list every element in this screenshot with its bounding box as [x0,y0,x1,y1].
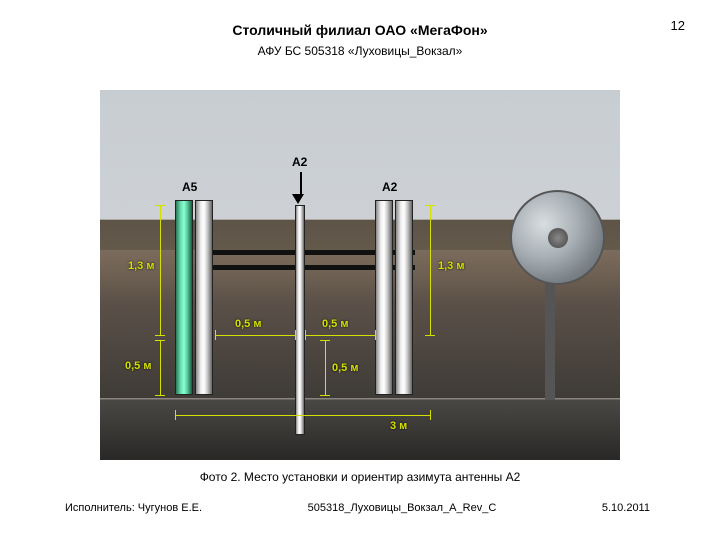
label-a2-right: A2 [382,180,397,194]
page-subtitle: АФУ БС 505318 «Луховицы_Вокзал» [0,44,720,58]
dim-label-left-0-5-low: 0,5 м [125,360,152,372]
footer-author: Исполнитель: Чугунов Е.Е. [65,502,202,514]
dim-label-w-0-5-right: 0,5 м [322,318,349,330]
dim-cap [305,330,306,340]
dim-cap [320,340,330,341]
antenna-a2-right-pole-2 [395,200,413,395]
azimuth-arrow-icon [297,172,304,204]
dim-line [430,205,431,335]
dim-cap [155,340,165,341]
dim-cap [215,330,216,340]
antenna-a2-center-pole [295,205,305,435]
label-a5: A5 [182,180,197,194]
dim-line [305,335,375,336]
dim-label-right-1-3: 1,3 м [438,260,465,272]
dish-center [548,228,568,248]
dim-line [325,340,326,395]
dim-label-3m: 3 м [390,420,407,432]
dish-antenna [510,190,605,285]
roof-edge [100,400,620,460]
antenna-a5-pole-2 [195,200,213,395]
page-footer: Исполнитель: Чугунов Е.Е. 505318_Луховиц… [65,502,650,514]
dim-cap [155,335,165,336]
dim-cap [375,330,376,340]
dish-mount [545,280,555,400]
dim-cap [295,330,296,340]
dim-cap [425,335,435,336]
dim-cap [155,205,165,206]
dim-line [215,335,295,336]
antenna-a5-pole-1 [175,200,193,395]
footer-date: 5.10.2011 [602,502,650,514]
dim-cap [320,395,330,396]
dim-cap [175,410,176,420]
dim-line [160,205,161,335]
dim-cap [155,395,165,396]
photo-caption: Фото 2. Место установки и ориентир азиму… [0,470,720,484]
page-header: Столичный филиал ОАО «МегаФон» АФУ БС 50… [0,0,720,58]
page-number: 12 [671,18,685,33]
antenna-a2-right-pole-1 [375,200,393,395]
dim-cap [430,410,431,420]
footer-doc: 505318_Луховицы_Вокзал_A_Rev_C [308,502,497,514]
dim-line [175,415,430,416]
page-title: Столичный филиал ОАО «МегаФон» [0,22,720,38]
dim-label-w-0-5-left: 0,5 м [235,318,262,330]
dim-cap [425,205,435,206]
photo-diagram: A5 A2 A2 1,3 м 1,3 м 0,5 м 0,5 м 0,5 м 0… [100,90,620,460]
dim-line [160,340,161,395]
dim-label-center-0-5: 0,5 м [332,362,359,374]
label-a2-top: A2 [292,155,307,169]
dim-label-left-1-3: 1,3 м [128,260,155,272]
